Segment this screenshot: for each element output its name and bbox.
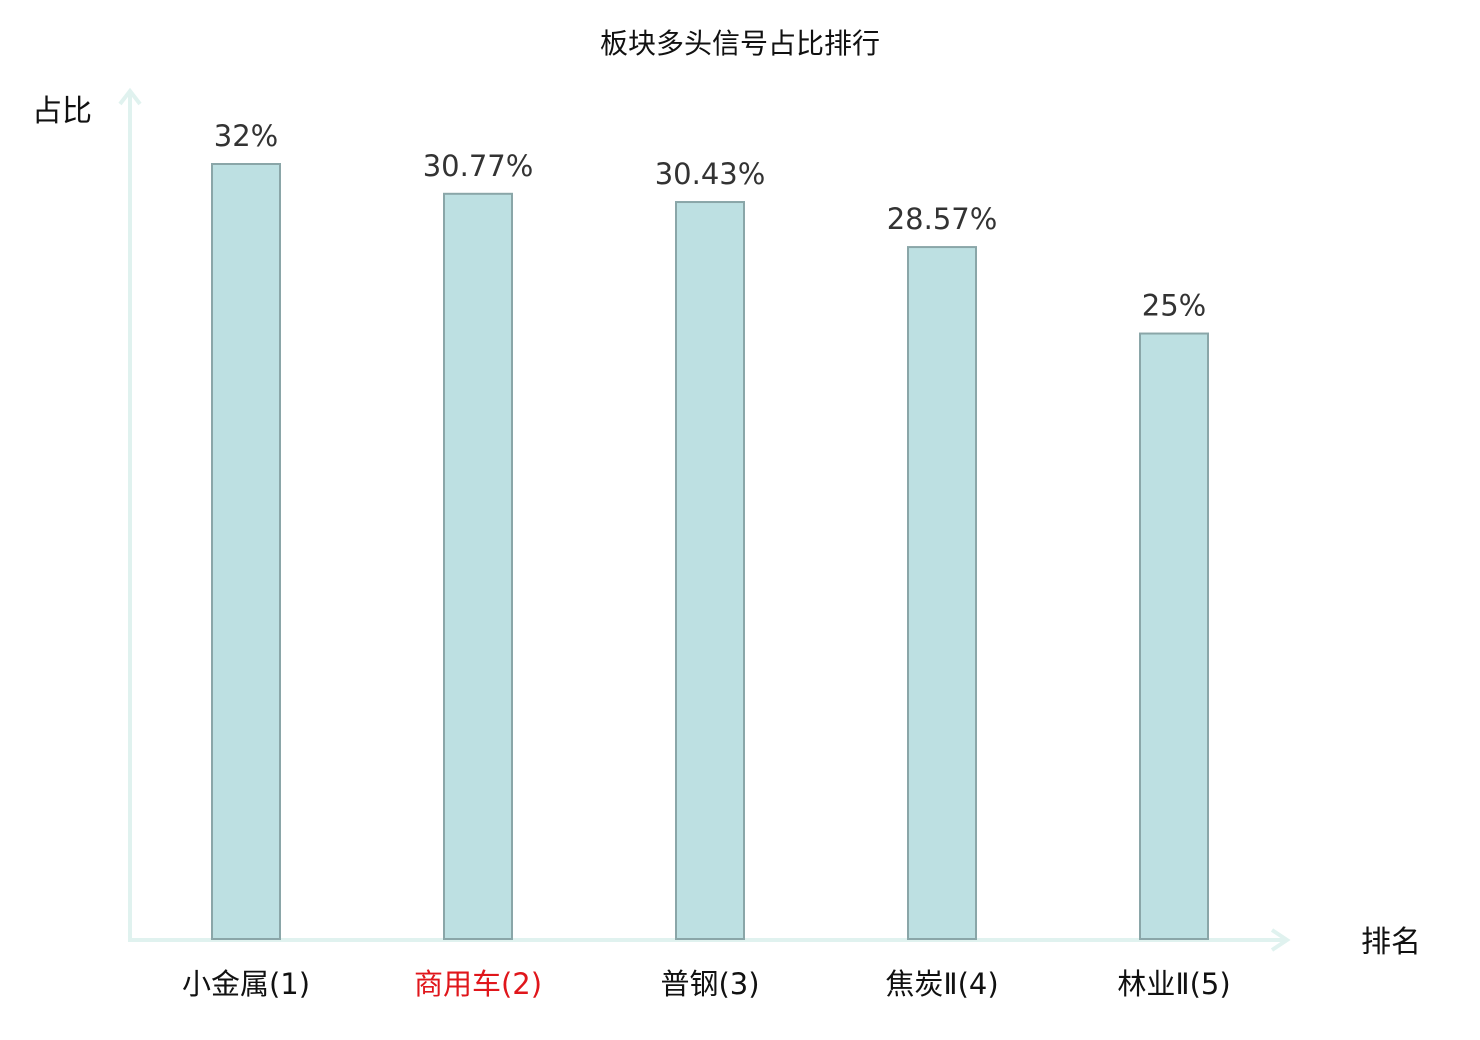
value-label-5: 25% [1142, 289, 1206, 323]
chart-title: 板块多头信号占比排行 [600, 27, 880, 60]
value-label-3: 30.43% [655, 157, 766, 191]
y-axis-label: 占比 [32, 94, 92, 129]
category-label-3: 普钢(3) [660, 967, 759, 1001]
bar-3 [675, 201, 745, 940]
category-label-4: 焦炭Ⅱ(4) [885, 967, 998, 1001]
category-label-5: 林业Ⅱ(5) [1117, 967, 1230, 1001]
value-label-4: 28.57% [887, 202, 998, 236]
category-label-2: 商用车(2) [414, 967, 542, 1001]
bar-1 [211, 163, 281, 940]
value-label-1: 32% [214, 119, 278, 153]
bar-4 [907, 246, 977, 940]
bars-group: 32% 小金属(1) 30.77% 商用车(2) 30.43% 普钢(3) 28.57% 焦炭… [182, 119, 1231, 1001]
category-label-1: 小金属(1) [182, 967, 310, 1001]
y-axis-arrow [118, 87, 142, 106]
x-axis-label: 排名 [1361, 925, 1421, 960]
value-label-2: 30.77% [423, 149, 534, 183]
x-axis-arrow [1270, 928, 1291, 952]
bar-2 [443, 192, 513, 940]
bar-5 [1139, 332, 1209, 940]
